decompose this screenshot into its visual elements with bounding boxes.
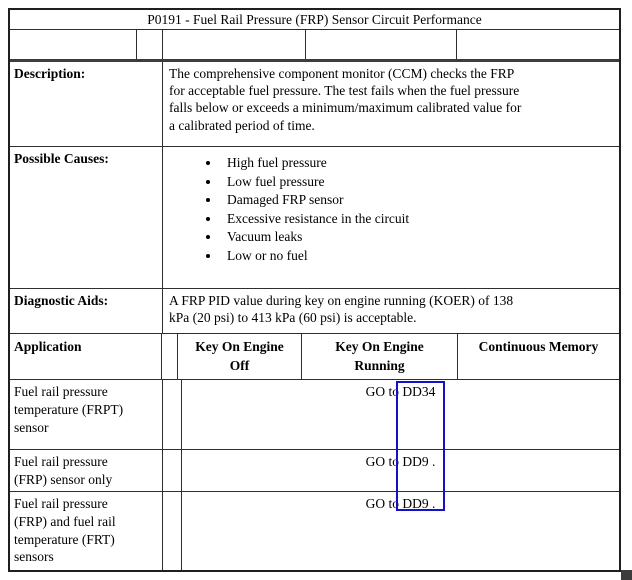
cause-item: High fuel pressure — [221, 154, 615, 173]
diagnostic-aids-label: Diagnostic Aids: — [10, 289, 163, 333]
possible-causes-cell: High fuel pressure Low fuel pressure Dam… — [163, 147, 619, 288]
spacer-cell — [306, 30, 457, 59]
cause-item: Low fuel pressure — [221, 173, 615, 192]
application-cell: Fuel rail pressure (FRP) and fuel rail t… — [10, 492, 163, 570]
column-header-key-on-engine-running: Key On Engine Running — [302, 334, 458, 379]
header-gap-cell — [162, 334, 178, 379]
go-to-link-cell[interactable]: GO to DD34 — [365, 384, 436, 399]
diagnostic-aids-row: Diagnostic Aids: A FRP PID value during … — [10, 289, 619, 334]
cause-item: Vacuum leaks — [221, 228, 615, 247]
table-row-frpt-sensor: Fuel rail pressure temperature (FRPT) se… — [10, 380, 619, 450]
page-corner-artifact — [621, 570, 632, 580]
description-text: The comprehensive component monitor (CCM… — [169, 66, 522, 133]
dtc-info-table: P0191 - Fuel Rail Pressure (FRP) Sensor … — [8, 8, 621, 572]
possible-causes-row: Possible Causes: High fuel pressure Low … — [10, 147, 619, 289]
spacer-cell — [137, 30, 163, 59]
column-header-application: Application — [10, 334, 162, 379]
gap-cell — [163, 450, 182, 491]
application-cell: Fuel rail pressure (FRP) sensor only — [10, 450, 163, 491]
application-header-row: Application Key On Engine Off Key On Eng… — [10, 334, 619, 380]
table-row-frp-and-frt-sensors: Fuel rail pressure (FRP) and fuel rail t… — [10, 492, 619, 570]
application-cell: Fuel rail pressure temperature (FRPT) se… — [10, 380, 163, 449]
column-header-key-on-engine-off: Key On Engine Off — [178, 334, 302, 379]
spacer-cell — [10, 30, 137, 59]
cause-item: Low or no fuel — [221, 247, 615, 266]
table-row-frp-sensor-only: Fuel rail pressure (FRP) sensor only GO … — [10, 450, 619, 492]
title-row: P0191 - Fuel Rail Pressure (FRP) Sensor … — [10, 10, 619, 30]
possible-causes-list: High fuel pressure Low fuel pressure Dam… — [169, 150, 615, 266]
diagnostic-aids-text: A FRP PID value during key on engine run… — [169, 293, 514, 326]
go-to-link-cell[interactable]: GO to DD9 . — [365, 454, 436, 469]
possible-causes-label: Possible Causes: — [10, 147, 163, 288]
cause-item: Excessive resistance in the circuit — [221, 210, 615, 229]
spacer-cell — [457, 30, 619, 59]
go-to-link-cell[interactable]: GO to DD9 . — [365, 496, 436, 511]
description-label: Description: — [10, 62, 163, 146]
spacer-row — [10, 30, 619, 62]
page-title: P0191 - Fuel Rail Pressure (FRP) Sensor … — [147, 11, 482, 27]
link-annotation-box[interactable] — [396, 381, 445, 511]
spacer-cell — [163, 30, 306, 59]
gap-cell — [163, 492, 182, 570]
column-header-continuous-memory: Continuous Memory — [478, 339, 599, 354]
gap-cell — [163, 380, 182, 449]
cause-item: Damaged FRP sensor — [221, 191, 615, 210]
description-row: Description: The comprehensive component… — [10, 62, 619, 147]
